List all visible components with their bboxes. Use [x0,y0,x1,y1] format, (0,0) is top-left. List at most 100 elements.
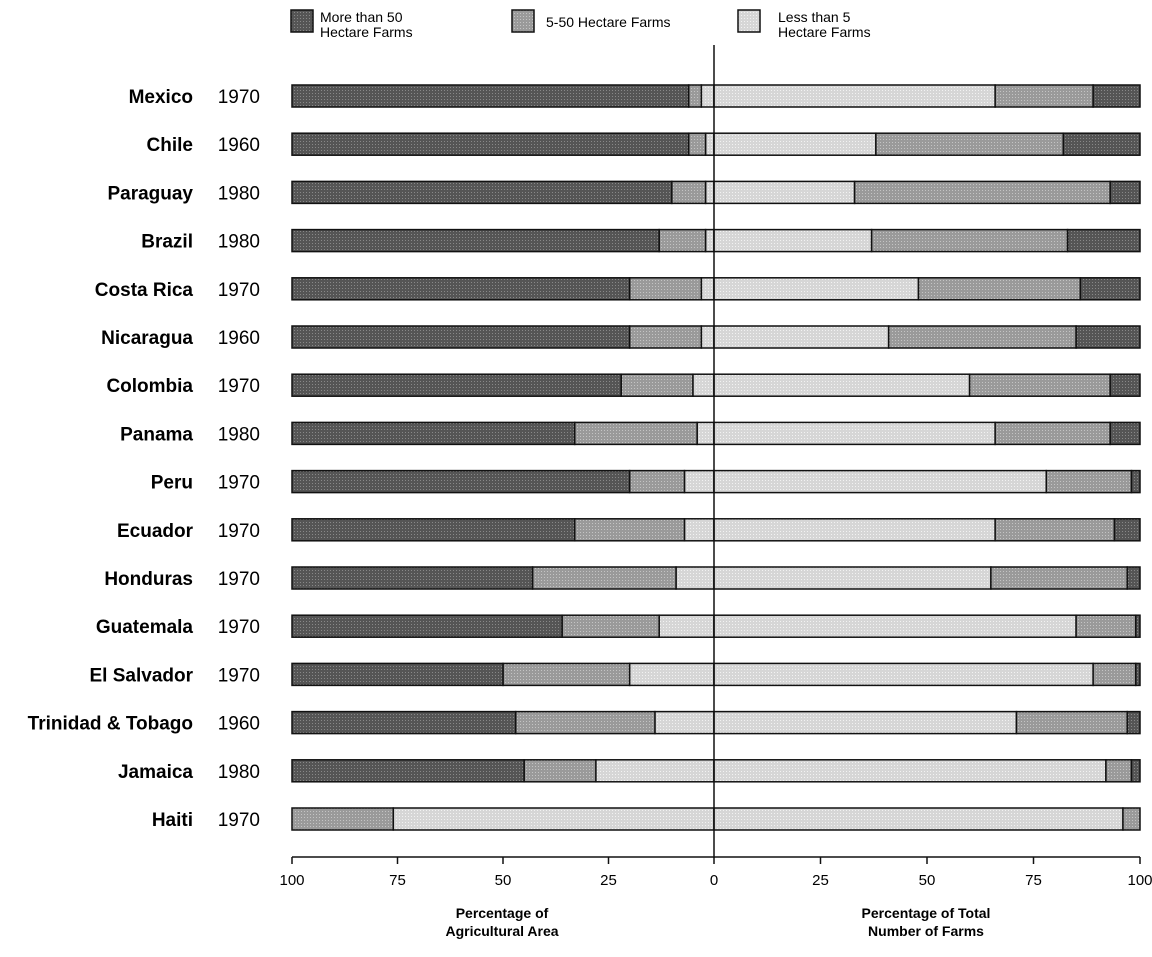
farms-bar-small [713,614,1077,638]
year-label: 1970 [218,473,260,494]
area-bar-small [700,325,715,349]
legend-swatch-large [290,9,314,33]
area-bar-medium [514,710,656,735]
country-label: Colombia [106,376,193,397]
farms-bar-large [1134,614,1141,638]
right-axis-title-line1: Percentage of Total [862,905,991,921]
farms-bar-small [713,566,992,590]
axis-titles: Percentage of Agricultural Area Percenta… [445,905,990,939]
country-label: Peru [151,473,193,494]
farms-bar-small [713,759,1107,783]
country-label: Guatemala [96,617,194,638]
chart-row: Nicaragua 1960 [101,325,1141,349]
area-bar-large [291,759,525,783]
year-label: 1970 [218,665,260,686]
country-label: Chile [147,135,193,156]
area-bar-medium [502,662,631,687]
left-tick-label: 75 [389,872,406,889]
area-bar-medium [573,518,686,542]
farms-bar-small [713,132,877,156]
area-bar-small [392,807,715,831]
area-bar-medium [628,325,703,349]
right-tick-label: 75 [1025,872,1042,889]
area-bar-small [675,566,715,590]
area-bar-large [291,277,631,301]
farms-bar-medium [870,228,1069,253]
chart-row: Panama 1980 [120,421,1141,446]
area-bar-small [700,277,715,301]
area-bar-medium [620,373,694,397]
farms-bar-medium [1092,662,1137,687]
area-bar-large [291,373,622,397]
farms-bar-large [1130,469,1141,494]
chart-row: Brazil 1980 [141,228,1141,253]
chart-row: Colombia 1970 [106,373,1141,397]
area-bar-large [291,421,576,446]
farms-bar-medium [853,180,1111,205]
right-axis-title-line2: Number of Farms [868,923,984,939]
area-bar-small [683,469,715,494]
country-label: Ecuador [117,521,194,542]
farms-bar-medium [887,325,1077,349]
chart-row: Paraguay 1980 [107,180,1141,205]
legend: More than 50 Hectare Farms 5-50 Hectare … [290,9,871,40]
area-bar-small [683,518,715,542]
legend-label-large-line1: More than 50 [320,9,403,25]
farms-bar-small [713,373,971,397]
farms-bar-small [713,277,920,301]
farms-bar-large [1134,662,1141,687]
legend-item-small: Less than 5 Hectare Farms [737,9,871,40]
right-tick-label: 25 [812,872,829,889]
right-tick-label: 100 [1127,872,1152,889]
farms-bar-small [713,180,856,205]
area-bar-large [291,325,631,349]
legend-swatch-medium [511,9,535,33]
farms-bar-large [1092,84,1141,108]
chart-row: El Salvador 1970 [90,662,1141,687]
left-tick-label: 100 [279,872,304,889]
farms-bar-small [713,84,996,108]
farms-bar-large [1109,180,1141,205]
country-label: Panama [120,424,193,445]
year-label: 1970 [218,87,260,108]
chart-row: Mexico 1970 [129,84,1141,108]
chart-row: Trinidad & Tobago 1960 [28,710,1141,735]
farms-bar-medium [875,132,1065,156]
area-bar-medium [658,228,707,253]
farms-bar-medium [994,421,1111,446]
legend-label-small-line2: Hectare Farms [778,24,871,40]
chart-row: Guatemala 1970 [96,614,1141,638]
year-label: 1970 [218,569,260,590]
legend-item-large: More than 50 Hectare Farms [290,9,413,40]
farms-bar-small [713,325,890,349]
area-bar-medium [687,132,707,156]
farms-bar-small [713,469,1048,494]
area-bar-large [291,84,690,108]
farms-bar-large [1109,373,1141,397]
chart-row: Haiti 1970 [152,807,1141,831]
country-label: Honduras [104,569,193,590]
farms-bar-large [1075,325,1141,349]
farms-bar-large [1113,518,1141,542]
chart-row: Honduras 1970 [104,566,1141,590]
country-label: Trinidad & Tobago [28,714,193,735]
year-label: 1970 [218,376,260,397]
area-bar-large [291,662,504,687]
chart-row: Costa Rica 1970 [95,277,1141,301]
area-bar-small [704,180,715,205]
chart-row: Ecuador 1970 [117,518,1141,542]
area-bar-medium [523,759,597,783]
farms-bar-large [1126,566,1141,590]
chart-rows: Mexico 1970 Chile 1960 Paraguay 1980 Brazil 198… [28,84,1141,831]
area-bar-medium [628,277,703,301]
area-bar-large [291,469,631,494]
area-bar-small [696,421,715,446]
farms-bar-medium [1122,807,1141,831]
chart-row: Jamaica 1980 [118,759,1141,783]
area-bar-small [658,614,715,638]
year-label: 1960 [218,328,260,349]
legend-label-large-line2: Hectare Farms [320,24,413,40]
farms-bar-small [713,710,1018,735]
farms-bar-medium [1045,469,1133,494]
